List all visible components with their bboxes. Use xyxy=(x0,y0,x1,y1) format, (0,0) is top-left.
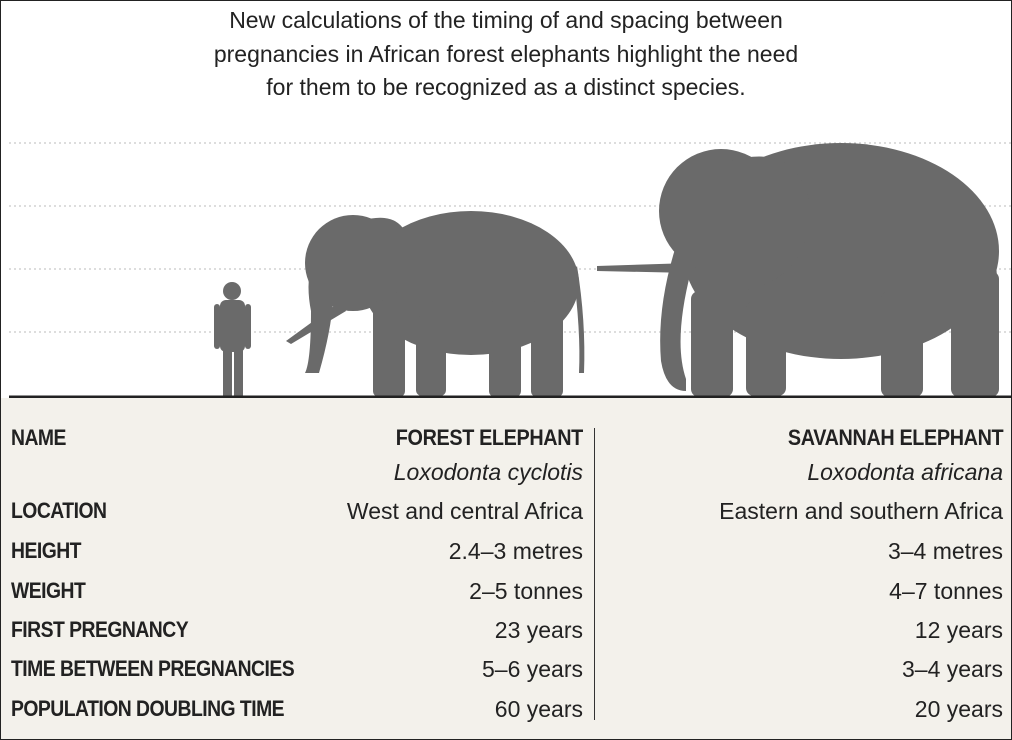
row-value: 5–6 years xyxy=(482,656,583,683)
silhouettes xyxy=(1,1,1011,401)
row-label: WEIGHT xyxy=(11,578,85,604)
forest-elephant xyxy=(286,211,584,397)
species-name: SAVANNAH ELEPHANT xyxy=(788,425,1003,451)
row-value: 2.4–3 metres xyxy=(449,538,583,565)
species-latin: Loxodonta africana xyxy=(807,459,1003,486)
human xyxy=(214,282,251,397)
row-label: HEIGHT xyxy=(11,538,81,564)
row-value: 20 years xyxy=(915,696,1003,723)
row-value: 3–4 metres xyxy=(888,538,1003,565)
row-label: TIME BETWEEN PREGNANCIES xyxy=(11,656,294,682)
row-value: 4–7 tonnes xyxy=(889,578,1003,605)
row-value: 12 years xyxy=(915,617,1003,644)
row-value: 23 years xyxy=(495,617,583,644)
row-value: Eastern and southern Africa xyxy=(719,498,1003,525)
column-divider xyxy=(594,428,595,720)
row-label: LOCATION xyxy=(11,498,106,524)
row-value: West and central Africa xyxy=(347,498,583,525)
row-value: 2–5 tonnes xyxy=(469,578,583,605)
row-label: FIRST PREGNANCY xyxy=(11,617,188,643)
row-label: NAME xyxy=(11,425,66,451)
species-name: FOREST ELEPHANT xyxy=(396,425,583,451)
row-value: 3–4 years xyxy=(902,656,1003,683)
row-value: 60 years xyxy=(495,696,583,723)
species-latin: Loxodonta cyclotis xyxy=(394,459,583,486)
savannah-elephant xyxy=(597,143,999,397)
row-label: POPULATION DOUBLING TIME xyxy=(11,696,284,722)
infographic: New calculations of the timing of and sp… xyxy=(0,0,1012,740)
